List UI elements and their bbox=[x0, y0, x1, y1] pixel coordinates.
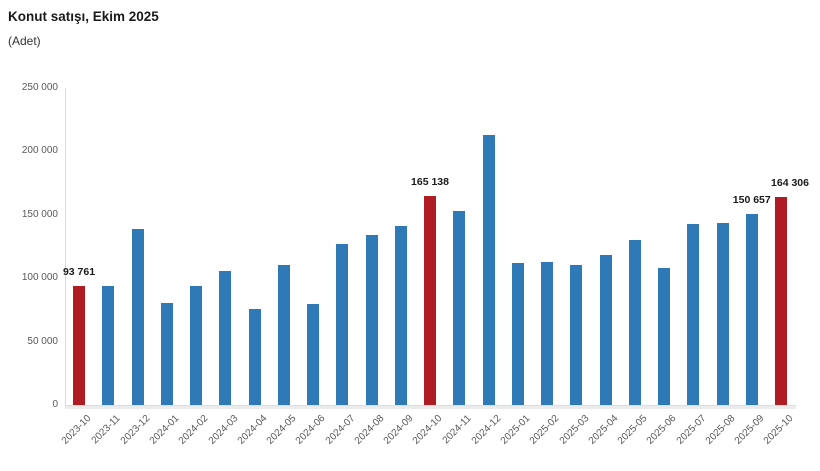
y-axis-tick-label: 50 000 bbox=[27, 335, 58, 347]
x-axis-tick-label: 2025-05 bbox=[615, 413, 650, 447]
bar-value-label: 93 761 bbox=[62, 266, 96, 278]
x-axis-tick-label: 2024-06 bbox=[294, 413, 328, 447]
bar bbox=[219, 271, 232, 405]
x-axis-tick-label: 2024-12 bbox=[469, 413, 504, 447]
bar bbox=[307, 304, 319, 405]
x-axis-tick-label: 2023-12 bbox=[118, 413, 153, 447]
y-axis-line bbox=[65, 88, 66, 405]
bar bbox=[570, 265, 583, 405]
x-axis-tick-label: 2024-01 bbox=[147, 413, 182, 447]
x-axis-tick-label: 2024-07 bbox=[323, 413, 358, 447]
y-axis-tick-label: 100 000 bbox=[21, 272, 58, 284]
bar bbox=[160, 303, 173, 405]
x-axis-line bbox=[65, 405, 796, 409]
bar bbox=[716, 223, 729, 405]
bar bbox=[541, 262, 553, 405]
bar bbox=[277, 265, 290, 405]
bar bbox=[745, 214, 758, 405]
bar bbox=[482, 135, 495, 405]
bar-value-label: 164 306 bbox=[771, 177, 809, 189]
y-axis-tick-label: 0 bbox=[52, 399, 58, 410]
x-axis-tick-label: 2025-08 bbox=[703, 413, 738, 447]
y-axis-tick-label: 200 000 bbox=[21, 145, 58, 157]
x-axis-tick-label: 2025-10 bbox=[762, 413, 796, 447]
bar-highlighted bbox=[424, 196, 436, 405]
x-axis-tick-label: 2024-05 bbox=[264, 413, 299, 447]
bar-value-label: 150 657 bbox=[732, 194, 771, 206]
bar-highlighted bbox=[775, 197, 787, 405]
bar bbox=[453, 211, 466, 405]
bar bbox=[190, 286, 202, 405]
x-axis-tick-label: 2024-04 bbox=[235, 413, 270, 447]
x-axis-tick-label: 2023-10 bbox=[60, 413, 94, 447]
x-axis-tick-label: 2025-04 bbox=[586, 413, 621, 447]
x-axis-tick-label: 2023-11 bbox=[89, 413, 124, 447]
x-axis-tick-label: 2025-06 bbox=[645, 413, 679, 447]
x-axis-tick-label: 2024-03 bbox=[206, 413, 241, 447]
bar bbox=[687, 224, 700, 405]
bar-value-label: 165 138 bbox=[411, 176, 449, 188]
bar-highlighted bbox=[73, 286, 85, 405]
bar bbox=[628, 240, 641, 405]
bar bbox=[394, 226, 407, 405]
x-axis-tick-label: 2025-02 bbox=[528, 413, 562, 447]
x-axis-tick-label: 2024-11 bbox=[440, 413, 475, 447]
bar bbox=[336, 244, 349, 405]
chart-title: Konut satışı, Ekim 2025 bbox=[8, 9, 159, 24]
bar bbox=[102, 286, 115, 405]
x-axis-tick-label: 2024-10 bbox=[411, 413, 445, 447]
bar bbox=[365, 235, 378, 405]
x-axis-tick-label: 2024-09 bbox=[381, 413, 416, 447]
bar bbox=[511, 263, 524, 405]
y-axis-tick-label: 150 000 bbox=[21, 208, 58, 220]
y-axis-tick-label: 250 000 bbox=[21, 82, 58, 93]
x-axis-tick-label: 2024-02 bbox=[177, 413, 211, 447]
bar bbox=[658, 268, 670, 405]
x-axis-tick-label: 2025-07 bbox=[674, 413, 709, 447]
x-axis-tick-label: 2024-08 bbox=[352, 413, 387, 447]
x-axis-tick-label: 2025-03 bbox=[557, 413, 592, 447]
x-axis-tick-label: 2025-01 bbox=[498, 413, 533, 447]
x-axis-tick-label: 2025-09 bbox=[732, 413, 767, 447]
bar bbox=[599, 255, 612, 405]
bar bbox=[131, 229, 144, 405]
bar bbox=[248, 309, 261, 405]
chart-subtitle: (Adet) bbox=[8, 34, 41, 48]
